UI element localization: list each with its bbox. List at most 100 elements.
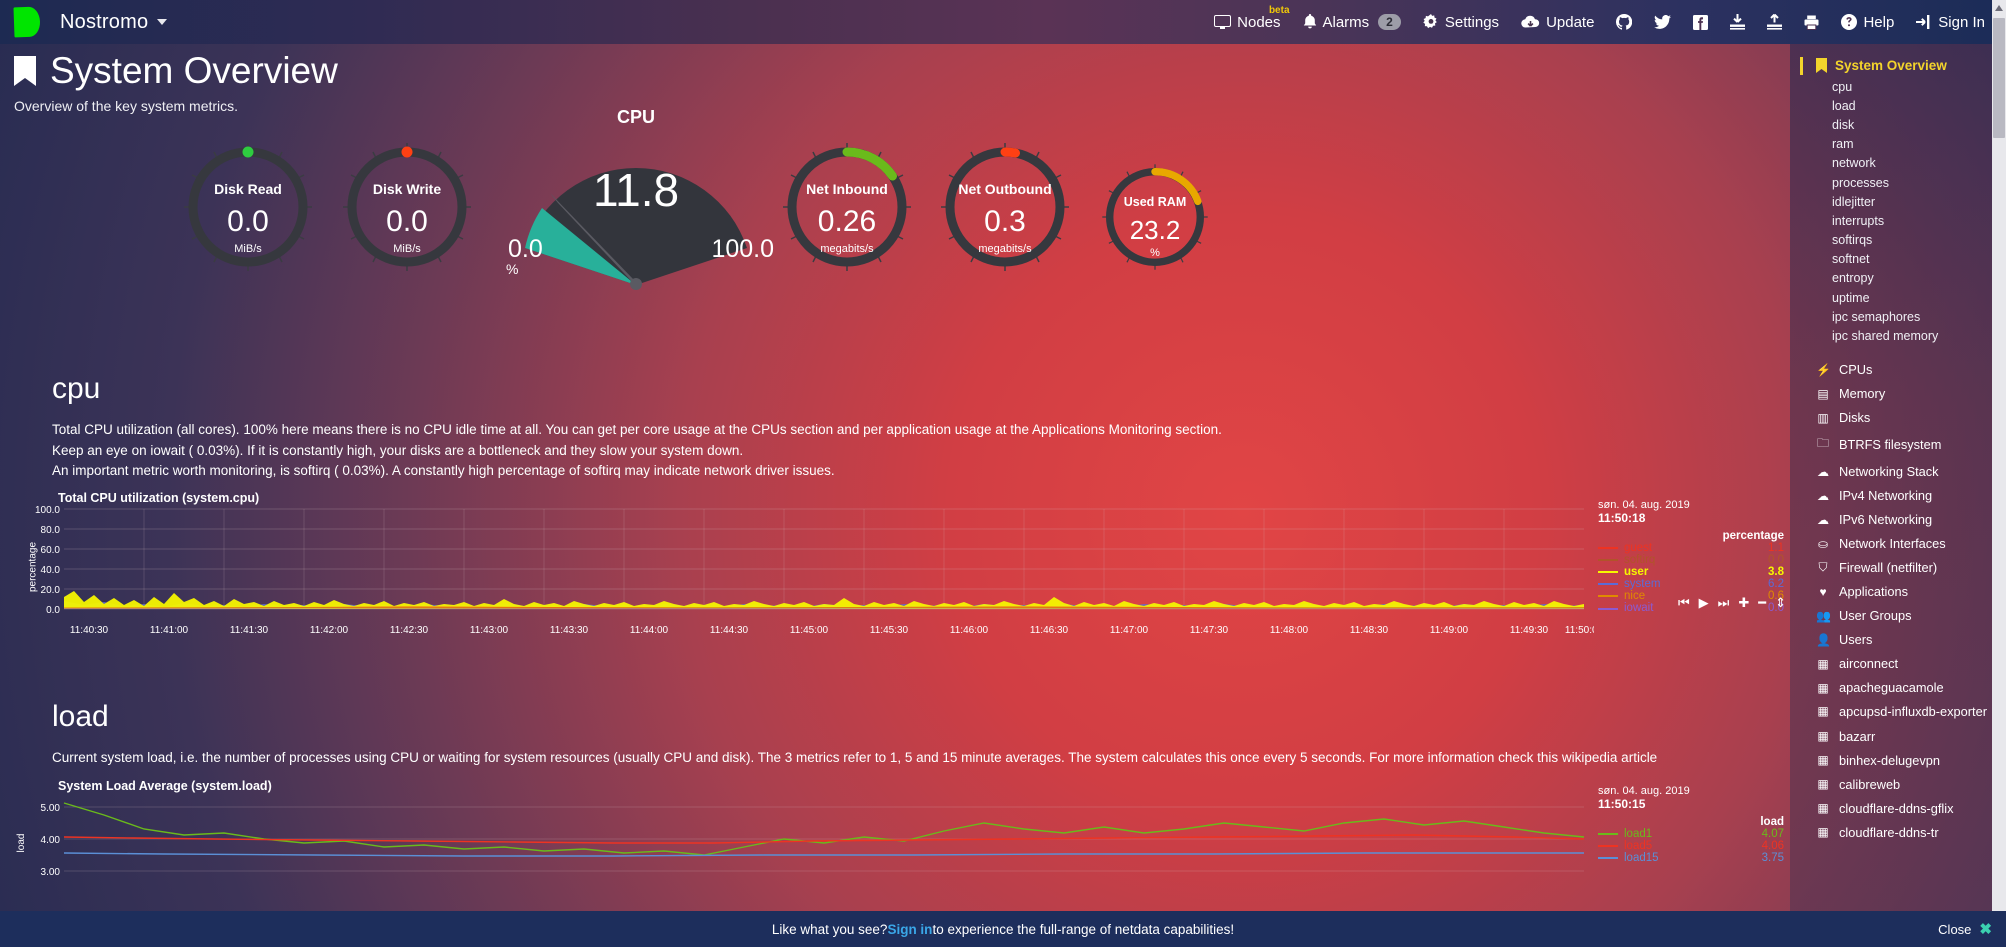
legend-name: load15 — [1624, 851, 1659, 864]
sidebar-group-label: apacheguacamole — [1839, 680, 1944, 696]
sidebar-item-users[interactable]: 👤 Users — [1790, 628, 2006, 652]
cpu-speedometer — [525, 167, 747, 290]
sidebar-item-interrupts[interactable]: interrupts — [1832, 213, 1885, 228]
svg-text:60.0: 60.0 — [41, 545, 61, 556]
gauge-dot — [242, 146, 254, 158]
nav-github[interactable] — [1605, 0, 1643, 44]
cpu-legend-unit: percentage — [1722, 529, 1784, 542]
page-scrollbar[interactable] — [1992, 0, 2006, 947]
scroll-up-icon[interactable] — [1995, 5, 2003, 11]
sidebar-item-ipc-semaphores[interactable]: ipc semaphores — [1832, 309, 1921, 324]
sidebar-item-apacheguacamole[interactable]: ▦ apacheguacamole — [1790, 676, 2006, 700]
cpu-chart-svg[interactable]: 100.0 80.0 60.0 40.0 20.0 0.0 11:40:30 11:41… — [14, 505, 1594, 637]
sidebar-item-ipv4[interactable]: ☁ IPv4 Networking — [1790, 484, 2006, 508]
nav-signin[interactable]: Sign In — [1905, 0, 1996, 44]
sidebar-item-entropy[interactable]: entropy — [1832, 271, 1874, 286]
load-chart-svg[interactable]: 5.00 4.00 3.00 — [14, 793, 1594, 885]
sidebar-item-ram[interactable]: ram — [1832, 137, 1854, 152]
sidebar-item-cloudflare-ddns-gflix[interactable]: ▦ cloudflare-ddns-gflix — [1790, 796, 2006, 820]
legend-row[interactable]: iowait 0.0 — [1598, 602, 1788, 614]
nav-facebook[interactable] — [1682, 0, 1719, 44]
sidebar-item-user-groups[interactable]: 👥 User Groups — [1790, 604, 2006, 628]
legend-row[interactable]: system 6.2 — [1598, 578, 1788, 590]
chevron-down-icon[interactable] — [157, 19, 168, 25]
sidebar-item-disks[interactable]: ▥ Disks — [1790, 406, 2006, 430]
brand[interactable]: Nostromo — [0, 6, 168, 38]
nav-settings[interactable]: Settings — [1412, 0, 1510, 44]
nav-alarms[interactable]: Alarms 2 — [1292, 0, 1412, 44]
sidebar-item-ipc-shared-memory[interactable]: ipc shared memory — [1832, 329, 1939, 344]
zoom-in-icon[interactable]: ✚ — [1738, 594, 1750, 610]
gauge-net-outbound[interactable]: Net Outbound 0.3 megabits/s — [937, 139, 1073, 275]
sidebar-item-softnet[interactable]: softnet — [1832, 252, 1870, 267]
sidebar-item-cpu[interactable]: cpu — [1832, 79, 1853, 94]
legend-row[interactable]: user 3.8 — [1598, 566, 1788, 578]
legend-value: 1.1 — [1768, 541, 1784, 554]
sidebar-group-label: binhex-delugevpn — [1839, 752, 1941, 768]
svg-text:40.0: 40.0 — [41, 565, 61, 576]
sidebar-item-idlejitter[interactable]: idlejitter — [1832, 194, 1876, 209]
page-header: System Overview Overview of the key syst… — [0, 44, 1790, 114]
legend-row[interactable]: load1 4.07 — [1598, 828, 1788, 840]
sidebar-item-firewall[interactable]: ⛉ Firewall (netfilter) — [1790, 556, 2006, 580]
sidebar-item-uptime[interactable]: uptime — [1832, 290, 1870, 305]
skip-forward-icon[interactable]: ⏭ — [1717, 594, 1730, 610]
sidebar-item-calibreweb[interactable]: ▦ calibreweb — [1790, 772, 2006, 796]
nav-help[interactable]: Help — [1830, 0, 1905, 44]
gauge-disk-read[interactable]: Disk Read 0.0 MiB/s — [180, 139, 316, 275]
skip-backward-icon[interactable]: ⏮ — [1677, 594, 1690, 610]
users-icon: 👥 — [1816, 608, 1831, 623]
nav-twitter[interactable] — [1643, 0, 1682, 44]
sidebar-item-disk[interactable]: disk — [1832, 117, 1855, 132]
sidebar-item-cloudflare-ddns-tr[interactable]: ▦ cloudflare-ddns-tr — [1790, 820, 2006, 844]
legend-row[interactable]: nice 0.6 — [1598, 590, 1788, 602]
sidebar-item-binhex-delugevpn[interactable]: ▦ binhex-delugevpn — [1790, 748, 2006, 772]
sidebar-item-network[interactable]: network — [1832, 156, 1876, 171]
bookmark-icon — [14, 56, 36, 87]
load-chart-area[interactable]: load 5.00 4.00 3.00 søn. 04. aug. 2 — [14, 785, 1784, 903]
gauge-used-ram[interactable]: Used RAM 23.2 % — [1099, 161, 1211, 273]
nav-settings-label: Settings — [1444, 13, 1500, 31]
cpu-chart-controls[interactable]: ⏮ ▶ ⏭ ✚ ━ ⇕ — [1678, 595, 1786, 611]
nav-nodes[interactable]: Nodes beta — [1203, 0, 1291, 44]
sidebar-item-load[interactable]: load — [1832, 98, 1856, 113]
sidebar-item-network-interfaces[interactable]: ⛀ Network Interfaces — [1790, 532, 2006, 556]
sidebar-item-bazarr[interactable]: ▦ bazarr — [1790, 724, 2006, 748]
svg-text:80.0: 80.0 — [41, 525, 61, 536]
right-sidebar[interactable]: System Overview cpu load disk ram networ… — [1790, 44, 2006, 947]
sidebar-item-softirqs[interactable]: softirqs — [1832, 233, 1873, 248]
sidebar-item-applications[interactable]: ♥ Applications — [1790, 580, 2006, 604]
facebook-icon — [1693, 14, 1709, 30]
sidebar-item-btrfs[interactable]: 🗀 BTRFS filesystem — [1790, 430, 2006, 460]
nav-import[interactable] — [1719, 0, 1756, 44]
sidebar-item-processes[interactable]: processes — [1832, 175, 1889, 190]
sidebar-item-airconnect[interactable]: ▦ airconnect — [1790, 652, 2006, 676]
legend-row[interactable]: softirq 0.0 — [1598, 554, 1788, 566]
gauge-net-inbound[interactable]: Net Inbound 0.26 megabits/s — [779, 139, 915, 275]
zoom-out-icon[interactable]: ━ — [1758, 594, 1767, 610]
gauge-cpu[interactable]: CPU 11.8 0.0 % 100.0 — [506, 107, 774, 290]
sidebar-item-cpus[interactable]: ⚡ CPUs — [1790, 358, 2006, 382]
sidebar-item-apcupsd-influxdb-exporter[interactable]: ▦ apcupsd-influxdb-exporter — [1790, 700, 2006, 725]
gauge-disk-write[interactable]: Disk Write 0.0 MiB/s — [339, 139, 475, 275]
nav-print[interactable] — [1793, 0, 1830, 44]
sidebar-item-ipv6[interactable]: ☁ IPv6 Networking — [1790, 508, 2006, 532]
play-icon[interactable]: ▶ — [1698, 594, 1709, 610]
cpu-chart-area[interactable]: percentage — [14, 499, 1786, 637]
sidebar-item-networking-stack[interactable]: ☁ Networking Stack — [1790, 460, 2006, 484]
banner-signin-link[interactable]: Sign in — [887, 921, 933, 937]
gauge-label: Net Outbound — [958, 181, 1052, 197]
close-icon[interactable]: ✖ — [1979, 921, 1992, 938]
section-load-desc: Current system load, i.e. the number of … — [52, 750, 1658, 765]
sidebar-item-memory[interactable]: ▤ Memory — [1790, 382, 2006, 406]
nav-export[interactable] — [1756, 0, 1793, 44]
legend-row[interactable]: load15 3.75 — [1598, 852, 1788, 864]
banner-close[interactable]: Close ✖ — [1938, 920, 1992, 938]
sidebar-item-system-overview[interactable]: System Overview — [1790, 54, 2006, 77]
nav-update[interactable]: Update — [1510, 0, 1605, 44]
resize-icon[interactable]: ⇕ — [1775, 594, 1786, 610]
legend-row[interactable]: guest 1.1 — [1598, 542, 1788, 554]
scrollbar-thumb[interactable] — [1993, 18, 2005, 138]
legend-row[interactable]: load5 4.06 — [1598, 840, 1788, 852]
navbar-actions: Nodes beta Alarms 2 Settings Update — [1203, 0, 2006, 44]
